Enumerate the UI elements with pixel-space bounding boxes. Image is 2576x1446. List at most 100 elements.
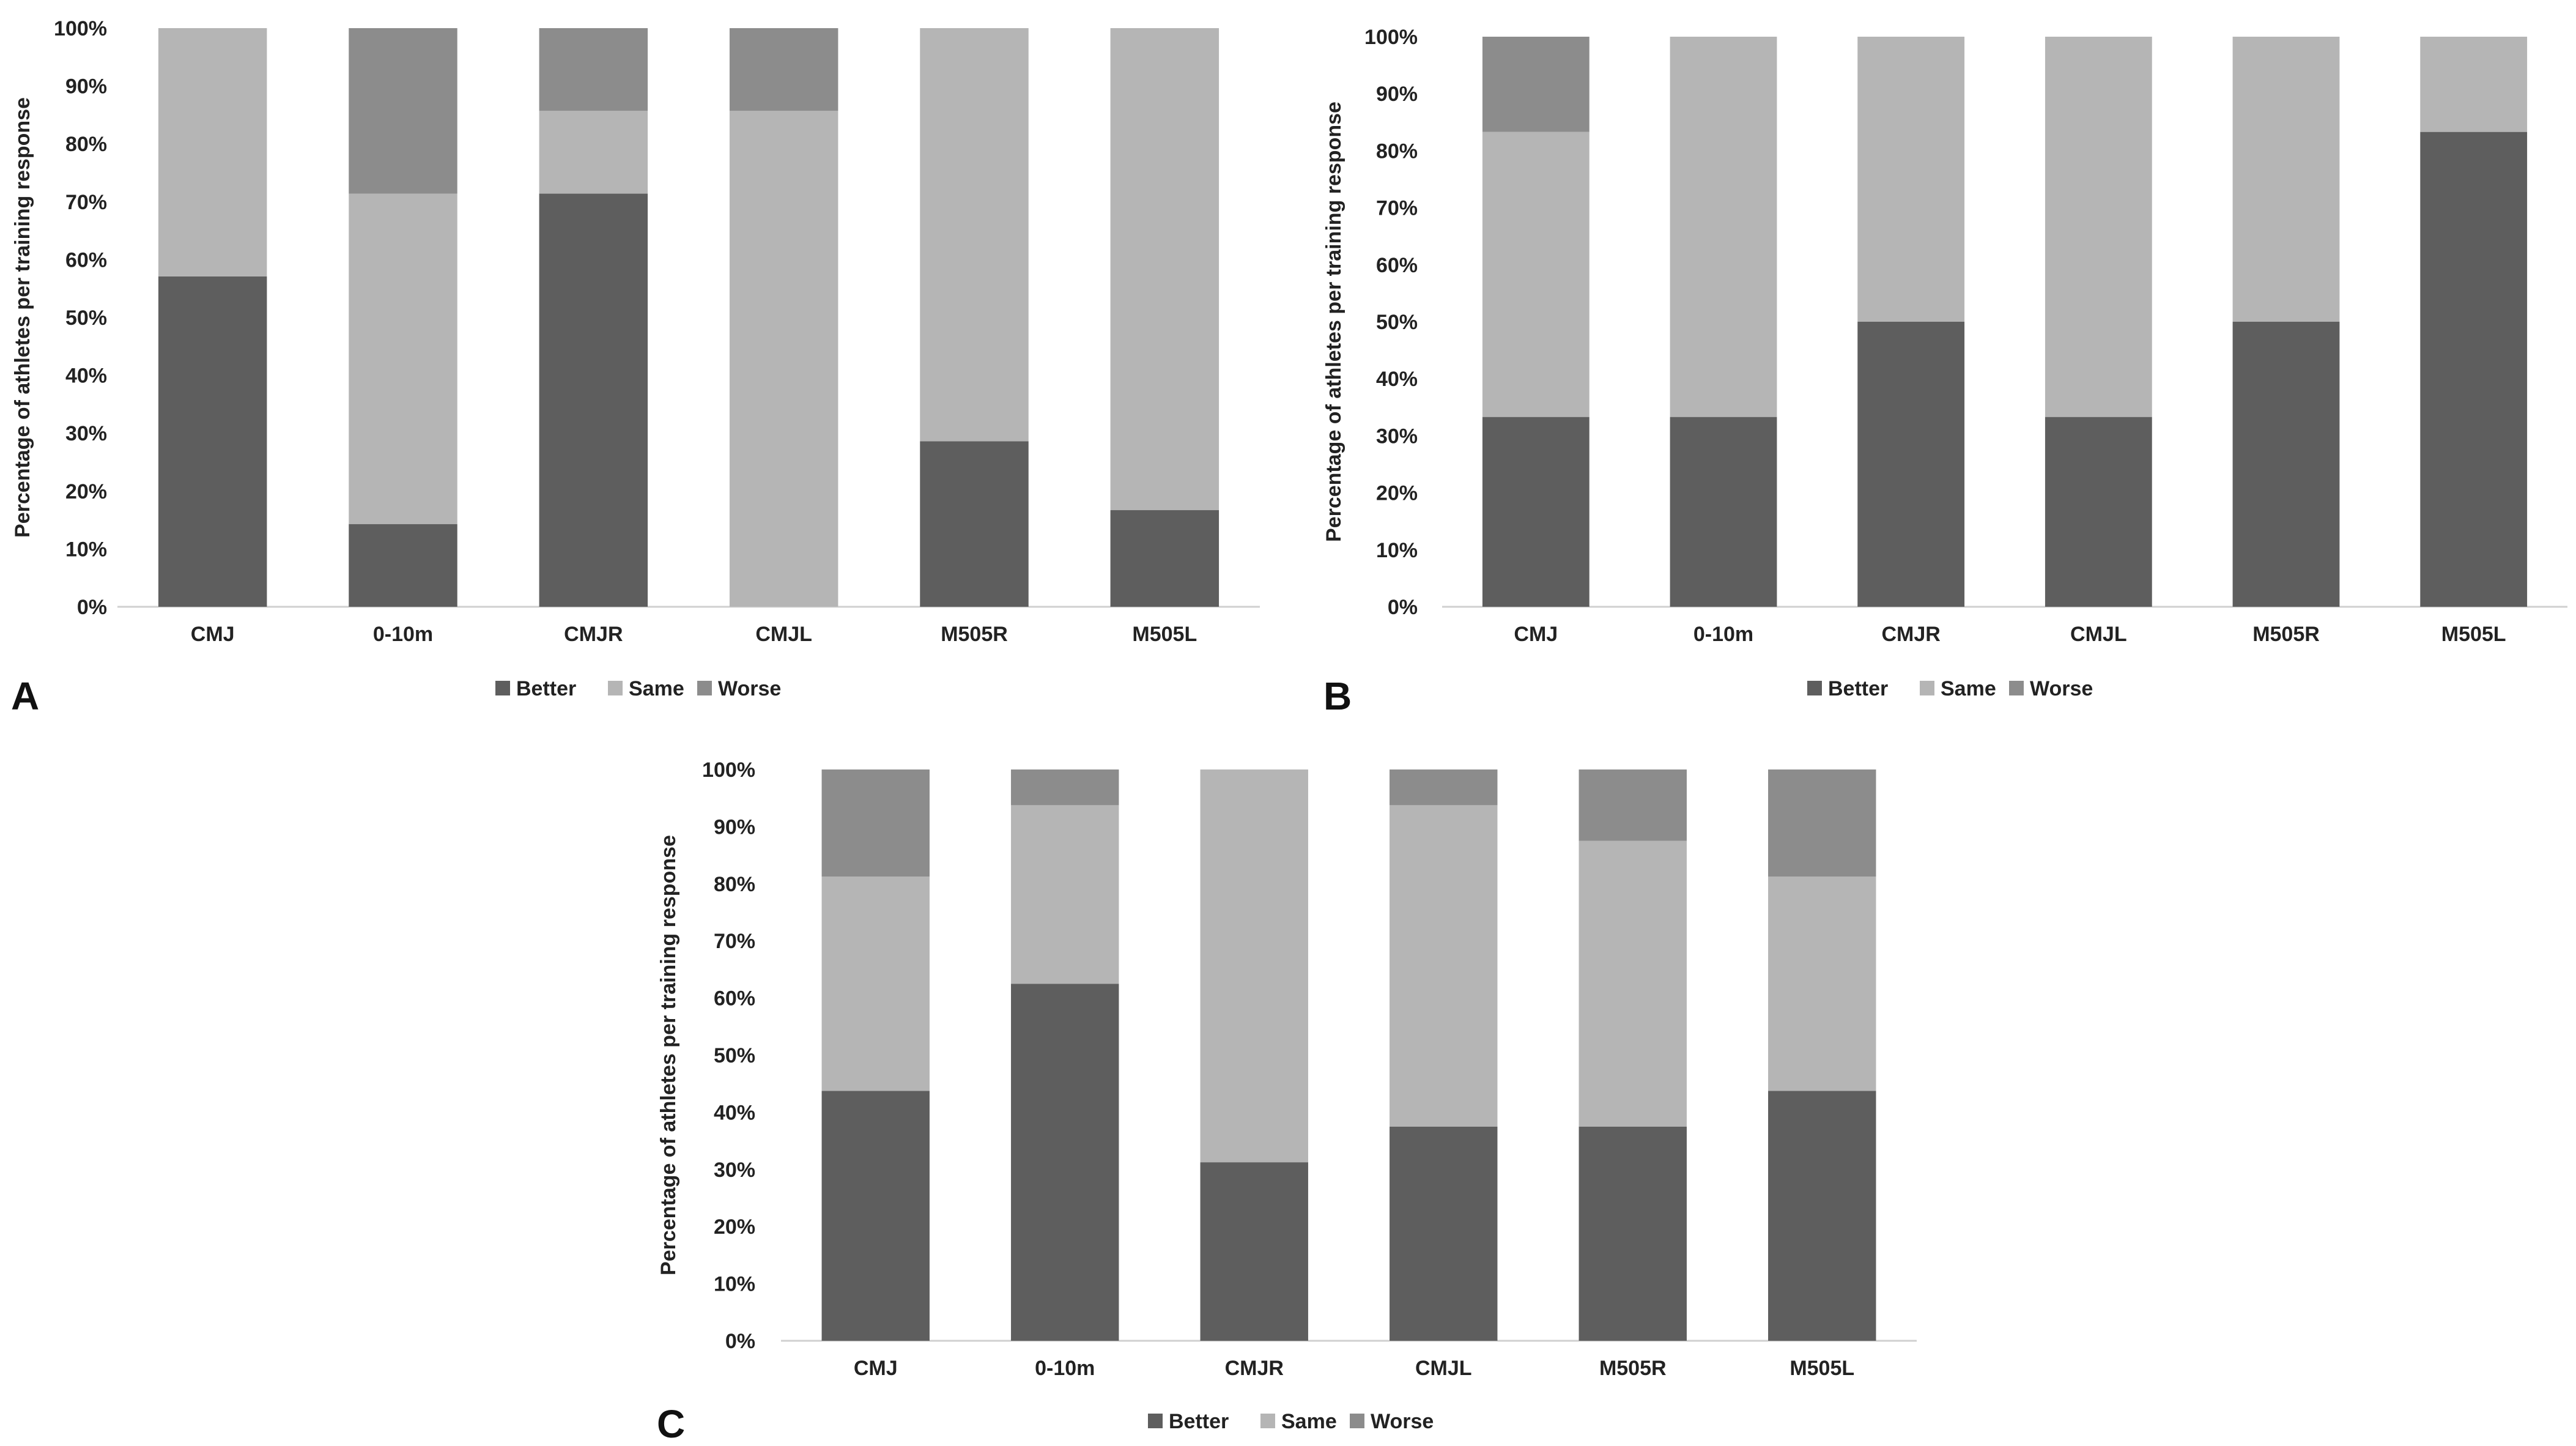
panel-c-y-tick-30: 30%	[714, 1159, 755, 1182]
panel-c-bar-0-10m-worse	[1011, 769, 1119, 806]
panel-b-bar-cmj-better	[1482, 417, 1590, 607]
panel-a-legend-swatch-worse	[697, 681, 712, 695]
panel-c-y-tick-60: 60%	[714, 987, 755, 1010]
panel-b-x-tick-m505l: M505L	[2441, 623, 2506, 646]
panel-c-bar-m505l-better	[1768, 1091, 1876, 1341]
panel-b-y-axis-title: Percentage of athletes per training resp…	[1322, 102, 1345, 542]
panel-c-bar-m505l-worse	[1768, 769, 1876, 877]
panel-a-y-axis-title: Percentage of athletes per training resp…	[11, 97, 34, 538]
panel-c-legend-label-better: Better	[1169, 1410, 1229, 1433]
panel-c-legend-swatch-worse	[1350, 1414, 1364, 1428]
panel-c-legend-label-worse: Worse	[1371, 1410, 1434, 1433]
panel-b-legend-label-same: Same	[1941, 677, 1996, 700]
panel-a-x-tick-m505l: M505L	[1132, 623, 1197, 646]
panel-a-bar-0-10m-better	[349, 524, 457, 607]
panel-c-x-tick-cmjl: CMJL	[1415, 1357, 1472, 1380]
panel-b-bar-cmj-worse	[1482, 37, 1590, 132]
panel-c-x-tick-m505l: M505L	[1790, 1357, 1854, 1380]
panel-c-bar-m505r-worse	[1579, 769, 1687, 841]
panel-b-y-tick-30: 30%	[1376, 425, 1418, 448]
panel-a-bar-cmjl-worse	[729, 28, 838, 111]
panel-c-y-tick-100: 100%	[702, 758, 755, 782]
panel-c-x-tick-0-10m: 0-10m	[1035, 1357, 1095, 1380]
chart-panel-c: 0% 10% 20% 30% 40% 50% 60% 70% 80% 90% 100% CMJ 0-10…	[657, 758, 1917, 1446]
panel-b-bar-m505l-better	[2420, 132, 2528, 607]
panel-a-bar-m505r-same	[920, 28, 1029, 442]
panel-b-legend-swatch-same	[1920, 681, 1934, 695]
panel-a-x-tick-0-10m: 0-10m	[373, 623, 433, 646]
panel-c-bar-m505r-same	[1579, 840, 1687, 1127]
panel-c-y-tick-90: 90%	[714, 815, 755, 839]
panel-b-y-tick-50: 50%	[1376, 311, 1418, 334]
panel-c-legend-label-same: Same	[1281, 1410, 1337, 1433]
panel-b-legend-label-worse: Worse	[2030, 677, 2093, 700]
panel-c-y-tick-40: 40%	[714, 1101, 755, 1124]
panel-b-y-tick-70: 70%	[1376, 197, 1418, 220]
panel-b-bar-cmjl-same	[2045, 37, 2152, 417]
panel-c-legend-swatch-better	[1148, 1414, 1163, 1428]
panel-b-y-tick-10: 10%	[1376, 539, 1418, 562]
panel-a-bar-cmjl-same	[729, 111, 838, 607]
panel-b-bar-0-10m-better	[1670, 417, 1777, 607]
panel-b-x-tick-cmj: CMJ	[1514, 623, 1558, 646]
panel-b-letter: B	[1323, 674, 1352, 718]
panel-b-y-tick-20: 20%	[1376, 482, 1418, 505]
panel-c-bar-0-10m-same	[1011, 805, 1119, 984]
panel-b-y-tick-90: 90%	[1376, 83, 1418, 106]
panel-a-legend-label-worse: Worse	[718, 677, 781, 700]
panel-c-bar-cmj-same	[821, 877, 930, 1091]
panel-c-bar-cmjr-same	[1200, 769, 1308, 1163]
panel-c-bar-cmj-worse	[821, 769, 930, 877]
panel-a-y-tick-50: 50%	[65, 306, 107, 330]
panel-a-y-tick-40: 40%	[65, 365, 107, 388]
panel-b-bar-cmjr-better	[1857, 322, 1965, 607]
panel-c-bar-m505l-same	[1768, 877, 1876, 1091]
panel-a-legend-label-better: Better	[516, 677, 576, 700]
panel-a-x-tick-cmj: CMJ	[191, 623, 235, 646]
panel-b-bar-m505r-same	[2232, 37, 2340, 322]
panel-c-bar-cmjl-better	[1390, 1126, 1498, 1341]
panel-a-bar-0-10m-same	[349, 193, 457, 524]
panel-b-x-tick-0-10m: 0-10m	[1693, 623, 1753, 646]
panel-a-legend-swatch-better	[495, 681, 510, 695]
panel-a-letter: A	[11, 674, 39, 718]
panel-a-y-tick-20: 20%	[65, 480, 107, 503]
panel-c-bar-m505r-better	[1579, 1126, 1687, 1341]
panel-c-legend-swatch-same	[1260, 1414, 1275, 1428]
panel-a-bar-m505l-better	[1110, 510, 1220, 607]
panel-c-y-tick-50: 50%	[714, 1044, 755, 1067]
panel-b-bar-cmj-same	[1482, 132, 1590, 417]
panel-a-x-tick-cmjl: CMJL	[755, 623, 812, 646]
panel-b-x-tick-m505r: M505R	[2252, 623, 2320, 646]
panel-b-y-tick-60: 60%	[1376, 254, 1418, 277]
panel-b-y-tick-0: 0%	[1388, 596, 1418, 619]
panel-c-bar-cmjl-worse	[1390, 769, 1498, 806]
panel-c-x-tick-cmj: CMJ	[854, 1357, 898, 1380]
panel-b-legend-swatch-better	[1807, 681, 1822, 695]
panel-a-bar-cmjr-same	[539, 111, 648, 194]
panel-b-legend-swatch-worse	[2009, 681, 2024, 695]
panel-b-x-tick-cmjr: CMJR	[1881, 623, 1940, 646]
panel-c-bar-cmjl-same	[1390, 805, 1498, 1127]
panel-a-bar-cmjr-better	[539, 193, 648, 607]
panel-a-x-tick-m505r: M505R	[941, 623, 1008, 646]
panel-b-y-tick-80: 80%	[1376, 139, 1418, 163]
panel-b-bar-0-10m-same	[1670, 37, 1777, 417]
panel-a-legend-label-same: Same	[629, 677, 684, 700]
panel-a-y-tick-90: 90%	[65, 75, 107, 98]
panel-c-bar-cmjr-better	[1200, 1162, 1308, 1341]
panel-a-legend-swatch-same	[608, 681, 623, 695]
panel-a-bar-cmj-same	[158, 28, 267, 276]
panel-a-bar-0-10m-worse	[349, 28, 457, 194]
panel-a-y-tick-80: 80%	[65, 133, 107, 156]
panel-c-y-tick-10: 10%	[714, 1273, 755, 1296]
panel-a-bar-m505r-better	[920, 441, 1029, 607]
panel-a-x-tick-cmjr: CMJR	[564, 623, 623, 646]
panel-a-y-tick-60: 60%	[65, 248, 107, 272]
panel-b-y-tick-40: 40%	[1376, 368, 1418, 391]
panel-c-x-tick-cmjr: CMJR	[1225, 1357, 1284, 1380]
panel-c-x-tick-m505r: M505R	[1599, 1357, 1667, 1380]
chart-panel-a: 0% 10% 20% 30% 40% 50% 60% 70% 80% 90% 100% CMJ 0-10…	[11, 17, 1260, 718]
panel-c-y-tick-20: 20%	[714, 1215, 755, 1239]
